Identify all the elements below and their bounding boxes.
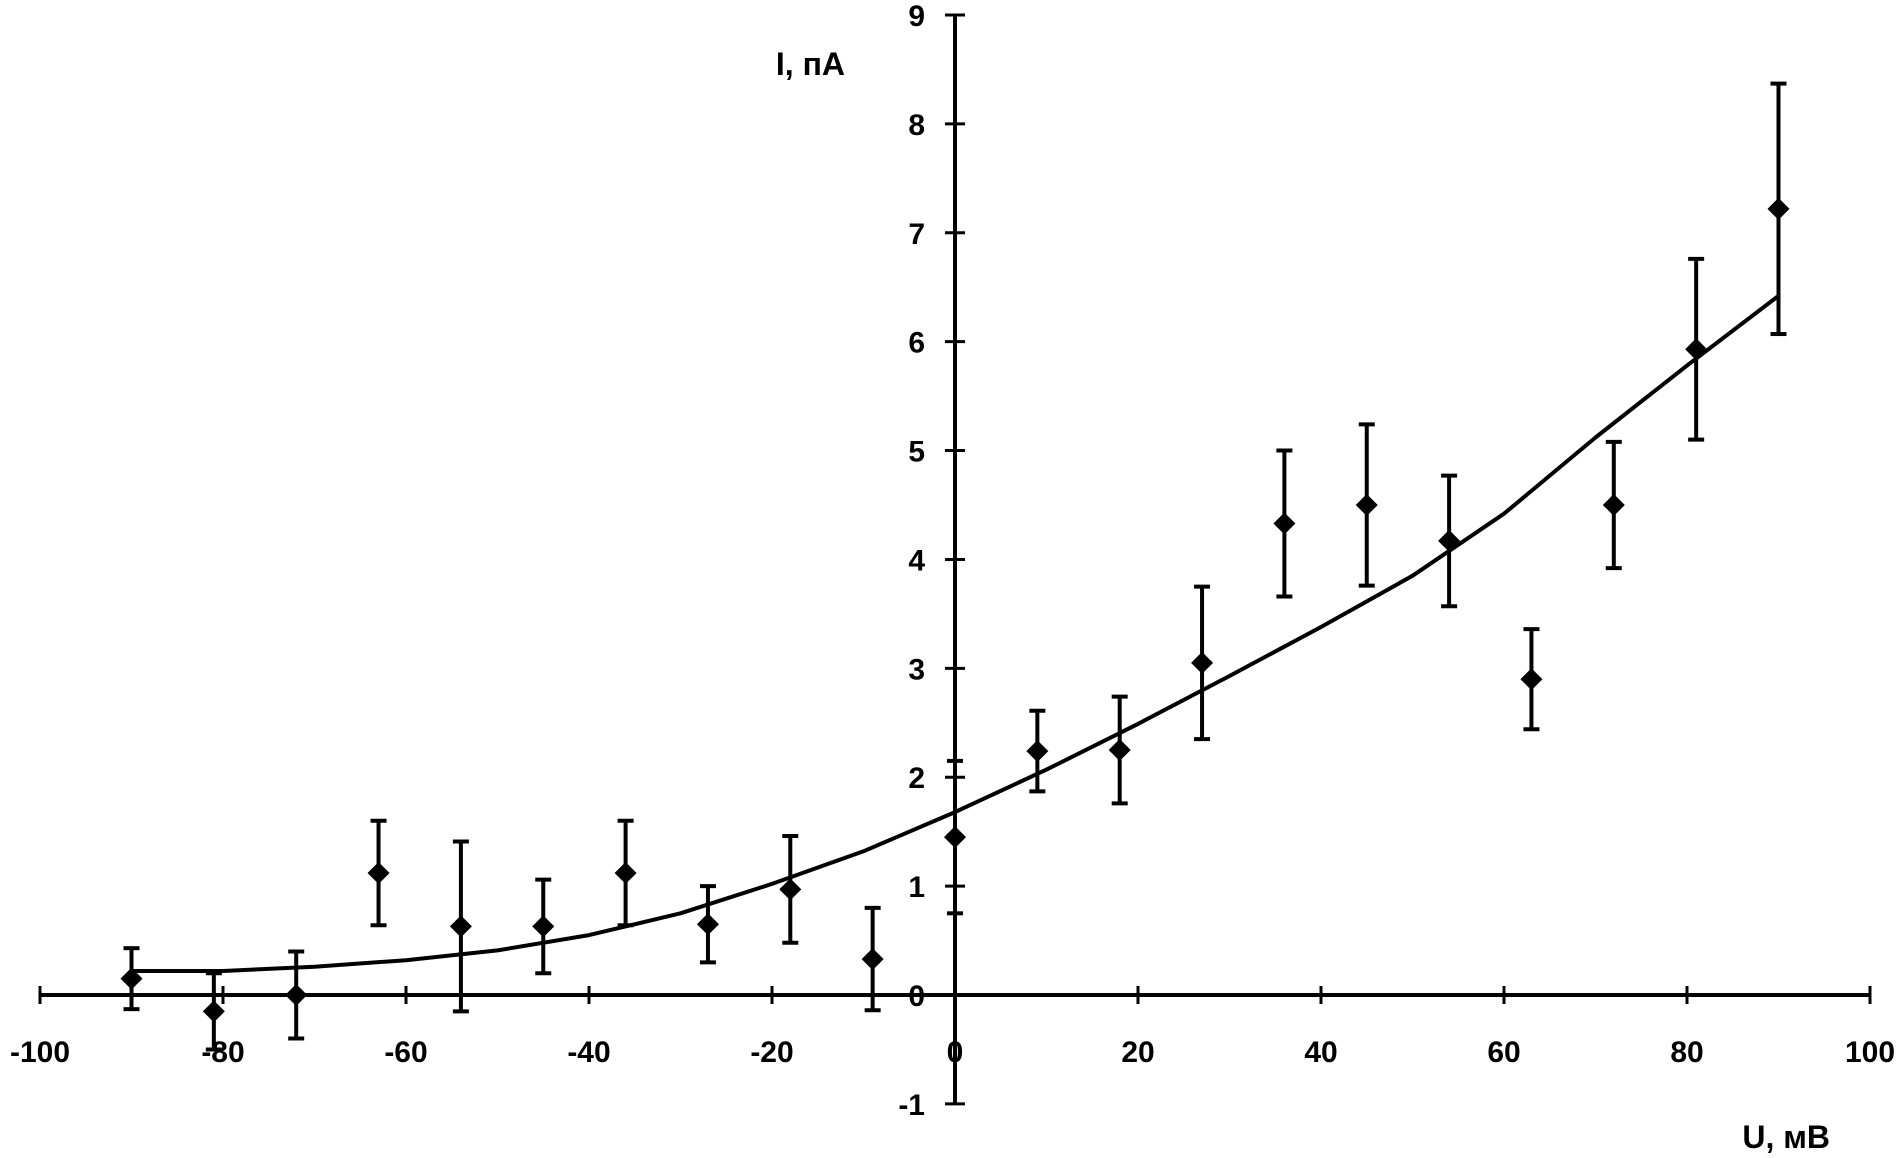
x-tick-label: -40 <box>567 1036 610 1069</box>
data-point <box>944 758 966 916</box>
data-point <box>120 946 143 1012</box>
diamond-marker <box>449 915 472 938</box>
diamond-marker <box>1355 494 1378 516</box>
data-point <box>1355 422 1378 588</box>
y-tick-label: 1 <box>908 871 925 904</box>
x-tick-label: 60 <box>1487 1036 1520 1069</box>
y-axis-label: I, пА <box>776 46 845 82</box>
data-point <box>779 834 802 945</box>
data-point <box>1026 708 1049 794</box>
diamond-marker <box>285 984 308 1006</box>
diamond-marker <box>779 878 802 901</box>
diamond-marker <box>202 1000 225 1023</box>
diamond-marker <box>367 862 390 885</box>
diamond-marker <box>532 915 555 938</box>
data-point <box>1685 256 1708 442</box>
x-tick-label: -60 <box>384 1036 427 1069</box>
data-point <box>1191 584 1214 742</box>
y-tick-label: 9 <box>908 0 925 33</box>
y-tick-label: -1 <box>898 1089 925 1122</box>
x-tick-label: -80 <box>201 1036 244 1069</box>
data-point <box>202 971 225 1052</box>
diamond-marker <box>120 967 143 990</box>
diamond-marker <box>1685 338 1708 361</box>
y-tick-label: 6 <box>908 327 925 360</box>
data-point <box>614 818 637 928</box>
data-point <box>861 905 884 1013</box>
data-point <box>285 949 308 1041</box>
x-tick-label: -100 <box>10 1036 70 1069</box>
x-axis-label: U, мВ <box>1742 1119 1830 1155</box>
data-point <box>367 818 390 928</box>
diamond-marker <box>1520 668 1543 691</box>
y-tick-label: 8 <box>908 109 925 142</box>
x-tick-label: -20 <box>750 1036 793 1069</box>
x-tick-label: 0 <box>947 1036 964 1069</box>
diamond-marker <box>614 862 637 885</box>
x-tick-label: 100 <box>1845 1036 1895 1069</box>
data-point <box>1602 439 1625 571</box>
diamond-marker <box>1026 740 1049 763</box>
y-tick-label: 7 <box>908 218 925 251</box>
data-point <box>1438 473 1461 609</box>
diamond-marker <box>1767 197 1790 220</box>
data-point <box>1767 81 1790 337</box>
diamond-marker <box>1191 651 1214 674</box>
data-point <box>1520 627 1543 732</box>
y-tick-label: 4 <box>908 544 925 577</box>
diamond-marker <box>1273 512 1296 535</box>
diamond-marker <box>1602 494 1625 516</box>
x-tick-label: 80 <box>1670 1036 1703 1069</box>
y-tick-label: 0 <box>908 980 925 1013</box>
diamond-marker <box>861 948 884 971</box>
data-points-group <box>120 81 1790 1052</box>
y-tick-label: 2 <box>908 762 925 795</box>
diamond-marker <box>696 913 719 936</box>
x-tick-label: 20 <box>1121 1036 1154 1069</box>
y-tick-label: 5 <box>908 436 925 469</box>
diamond-marker <box>1438 529 1461 552</box>
diamond-marker <box>944 826 966 849</box>
data-point <box>449 839 472 1014</box>
diamond-marker <box>1108 739 1131 761</box>
data-point <box>1108 694 1131 806</box>
x-tick-label: 40 <box>1304 1036 1337 1069</box>
ticks: -100 -80 -60 -40 -20 0 20 40 60 80 100 -1 0 1 2 3 4 5 6 7 8 9 <box>10 0 1895 1122</box>
data-point <box>696 884 719 965</box>
data-point <box>532 877 555 976</box>
data-point <box>1273 448 1296 599</box>
y-tick-label: 3 <box>908 653 925 686</box>
